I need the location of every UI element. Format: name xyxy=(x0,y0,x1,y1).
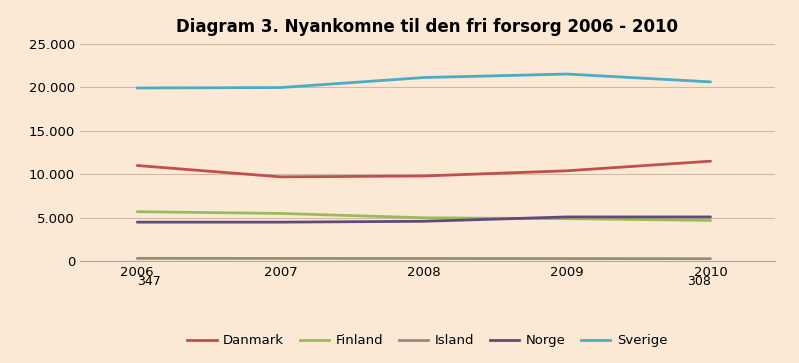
Text: 347: 347 xyxy=(137,275,161,288)
Legend: Danmark, Finland, Island, Norge, Sverige: Danmark, Finland, Island, Norge, Sverige xyxy=(182,329,673,352)
Text: 308: 308 xyxy=(686,275,710,288)
Title: Diagram 3. Nyankomne til den fri forsorg 2006 - 2010: Diagram 3. Nyankomne til den fri forsorg… xyxy=(177,19,678,36)
